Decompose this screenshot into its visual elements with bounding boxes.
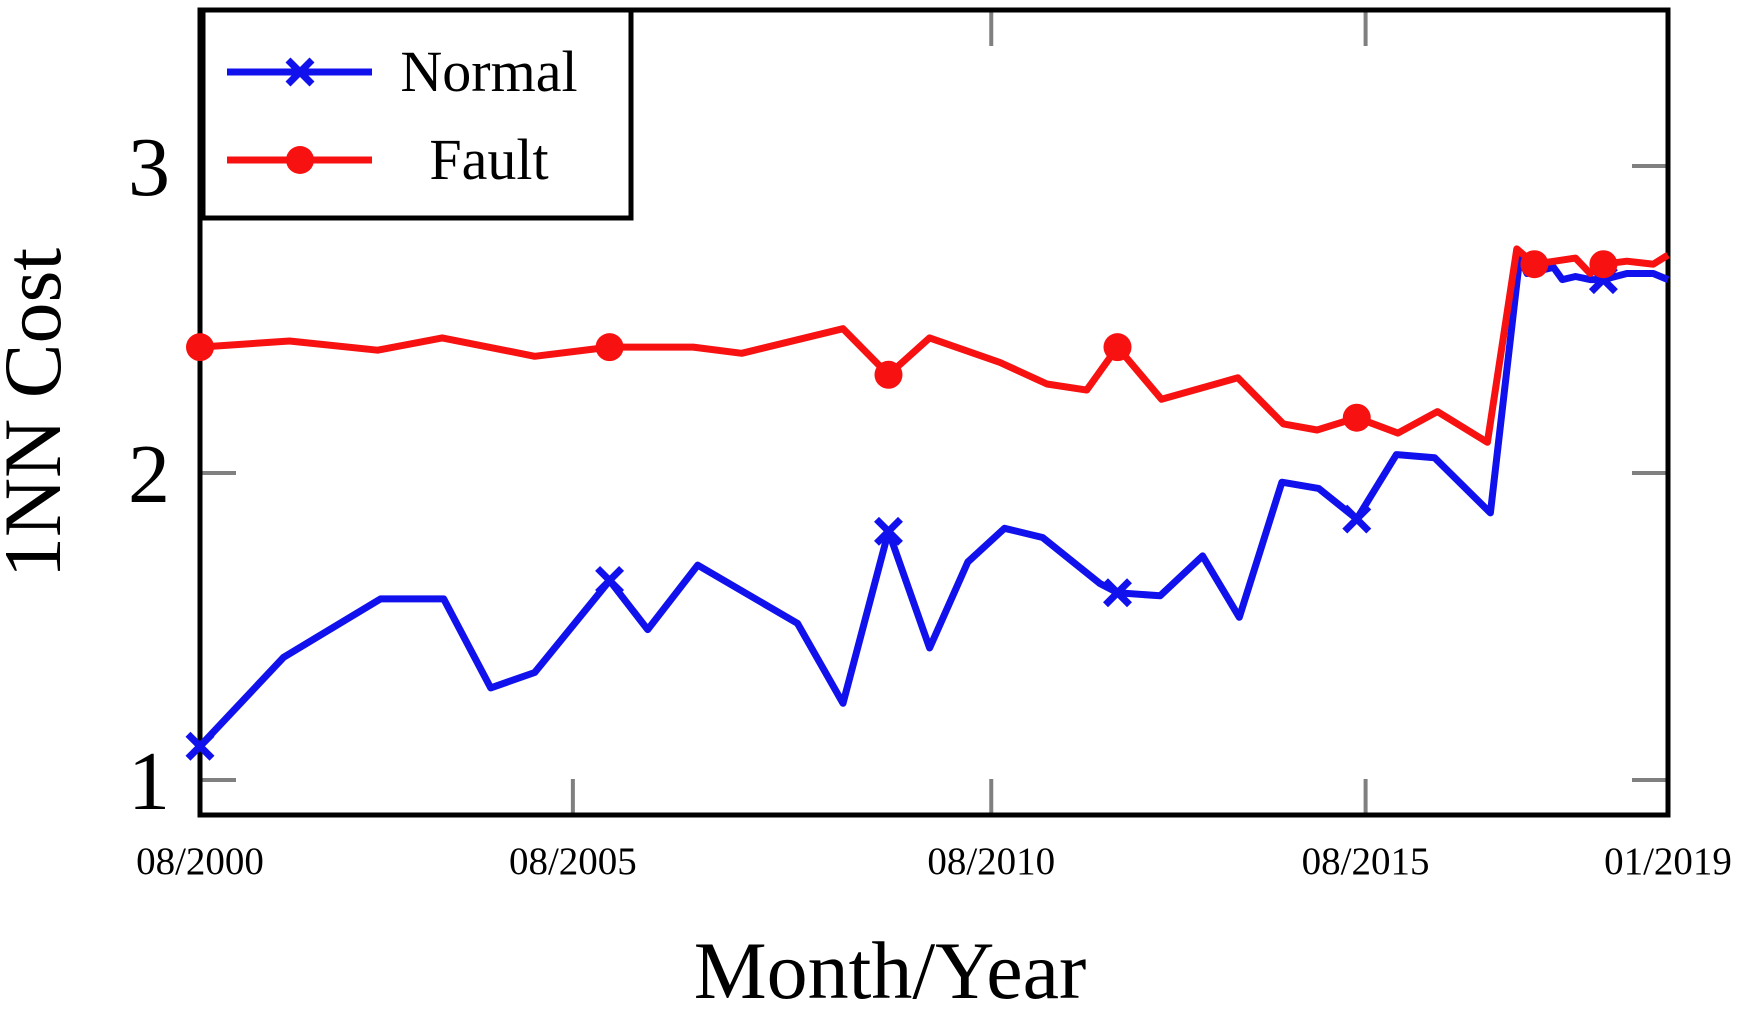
series-fault <box>186 245 1670 446</box>
circle-marker-icon <box>186 333 214 362</box>
x-tick-label: 08/2005 <box>509 840 637 883</box>
y-tick-label: 3 <box>128 121 170 214</box>
plot-border <box>197 7 1671 818</box>
circle-marker-icon <box>286 146 314 174</box>
y-tick-labels: 1 2 3 <box>128 121 170 828</box>
series-line-normal <box>197 254 1670 749</box>
legend-label-fault: Fault <box>429 127 548 192</box>
legend-box <box>200 7 634 221</box>
circle-marker-icon <box>1520 250 1549 279</box>
circle-marker-icon <box>1103 333 1132 362</box>
x-tick-label: 08/2010 <box>927 840 1055 883</box>
circle-marker-icon <box>1589 250 1618 279</box>
series-line-fault <box>199 245 1670 446</box>
y-axis-label: 1NN Cost <box>0 248 78 579</box>
x-marker-icon <box>185 731 215 761</box>
x-marker-icon <box>1103 578 1132 608</box>
y-tick-label: 1 <box>128 735 170 828</box>
x-axis-label: Month/Year <box>694 925 1087 1016</box>
x-tick-label: 01/2019 <box>1604 840 1732 883</box>
series-normal <box>185 254 1670 761</box>
x-tick-label: 08/2015 <box>1302 840 1430 883</box>
x-marker-icon <box>874 516 903 546</box>
y-tick-label: 2 <box>128 428 170 521</box>
x-tick-label: 08/2000 <box>136 840 264 883</box>
legend-label-normal: Normal <box>400 39 577 104</box>
legend: Normal Fault <box>200 7 634 221</box>
circle-marker-icon <box>595 333 624 362</box>
circle-marker-icon <box>874 360 903 389</box>
circle-marker-icon <box>1342 403 1371 432</box>
x-marker-icon <box>595 565 625 595</box>
x-marker-icon <box>1342 504 1372 534</box>
data-series <box>185 245 1670 761</box>
x-tick-labels: 08/2000 08/2005 08/2010 08/2015 01/2019 <box>136 840 1732 883</box>
x-marker-icon <box>285 57 315 87</box>
